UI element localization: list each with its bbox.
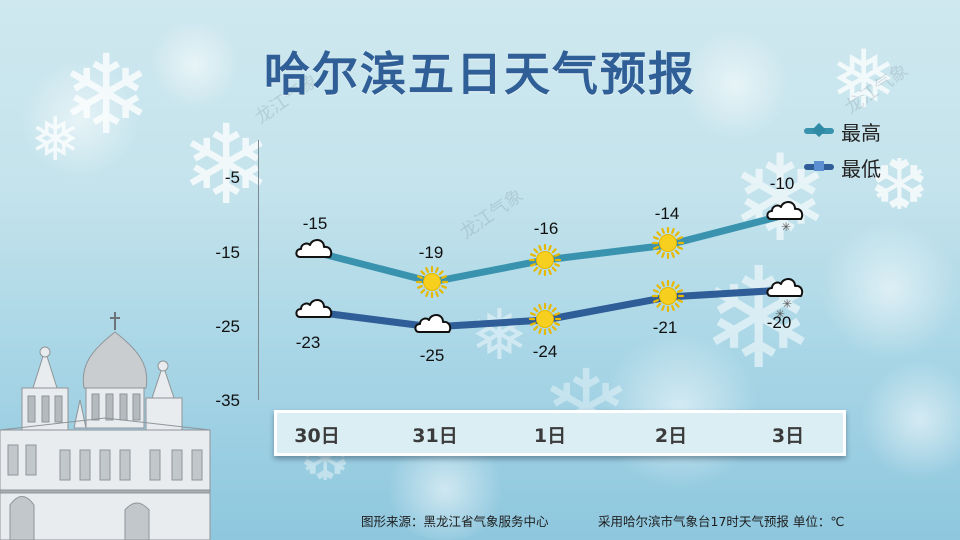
low-temp-value: -21 <box>652 318 678 337</box>
date-label: 31日 <box>412 425 458 447</box>
snowflake-icon: ✳ <box>782 297 792 311</box>
sunny-icon <box>528 243 562 277</box>
high-temp-value: -15 <box>302 214 328 233</box>
y-tick-label: -25 <box>215 317 240 336</box>
square-marker-icon <box>814 161 824 171</box>
sunny-icon <box>651 226 685 260</box>
high-temp-value: -10 <box>769 174 795 193</box>
high-temp-value: -14 <box>654 204 680 223</box>
date-label: 2日 <box>654 425 688 447</box>
cloudy-icon <box>295 298 333 318</box>
date-axis-bar: 30日 31日 1日 2日 3日 <box>274 410 846 456</box>
source-credit: 图形来源：黑龙江省气象服务中心 <box>361 514 549 529</box>
page-title: 哈尔滨五日天气预报 <box>264 47 696 101</box>
high-temp-value: -19 <box>418 243 444 262</box>
low-temp-value: -23 <box>295 333 321 352</box>
snowflake-icon: ✳ <box>775 307 785 321</box>
date-label: 30日 <box>294 425 340 447</box>
forecast-note: 采用哈尔滨市气象台17时天气预报 单位：℃ <box>598 514 845 529</box>
legend-label-low: 最低 <box>841 156 881 181</box>
legend-item-low: 最低 <box>804 149 881 185</box>
high-temp-value: -16 <box>533 219 559 238</box>
legend-line-high-icon <box>804 122 834 138</box>
legend-line-low-icon <box>804 161 834 171</box>
y-axis-line <box>258 140 259 400</box>
legend-item-high: 最高 <box>804 113 881 149</box>
cloudy-icon <box>295 238 333 258</box>
sunny-icon <box>651 279 685 313</box>
sunny-icon <box>415 265 449 299</box>
chart-legend: 最高 最低 <box>804 113 881 185</box>
legend-label-high: 最高 <box>841 120 881 145</box>
light-snow-icon <box>766 200 804 220</box>
church-illustration <box>0 312 211 540</box>
sunny-icon <box>528 302 562 336</box>
low-temp-value: -20 <box>766 313 792 332</box>
low-temp-value: -24 <box>532 342 558 361</box>
light-snow-icon <box>766 277 804 297</box>
snowflake-icon: ✳ <box>781 220 791 234</box>
low-temp-value: -25 <box>419 346 445 365</box>
y-tick-label: -15 <box>215 243 240 262</box>
y-tick-label: -35 <box>215 391 240 410</box>
date-label: 3日 <box>771 425 805 447</box>
y-tick-label: -5 <box>224 168 240 187</box>
cloudy-icon <box>414 313 452 333</box>
date-label: 1日 <box>533 425 567 447</box>
